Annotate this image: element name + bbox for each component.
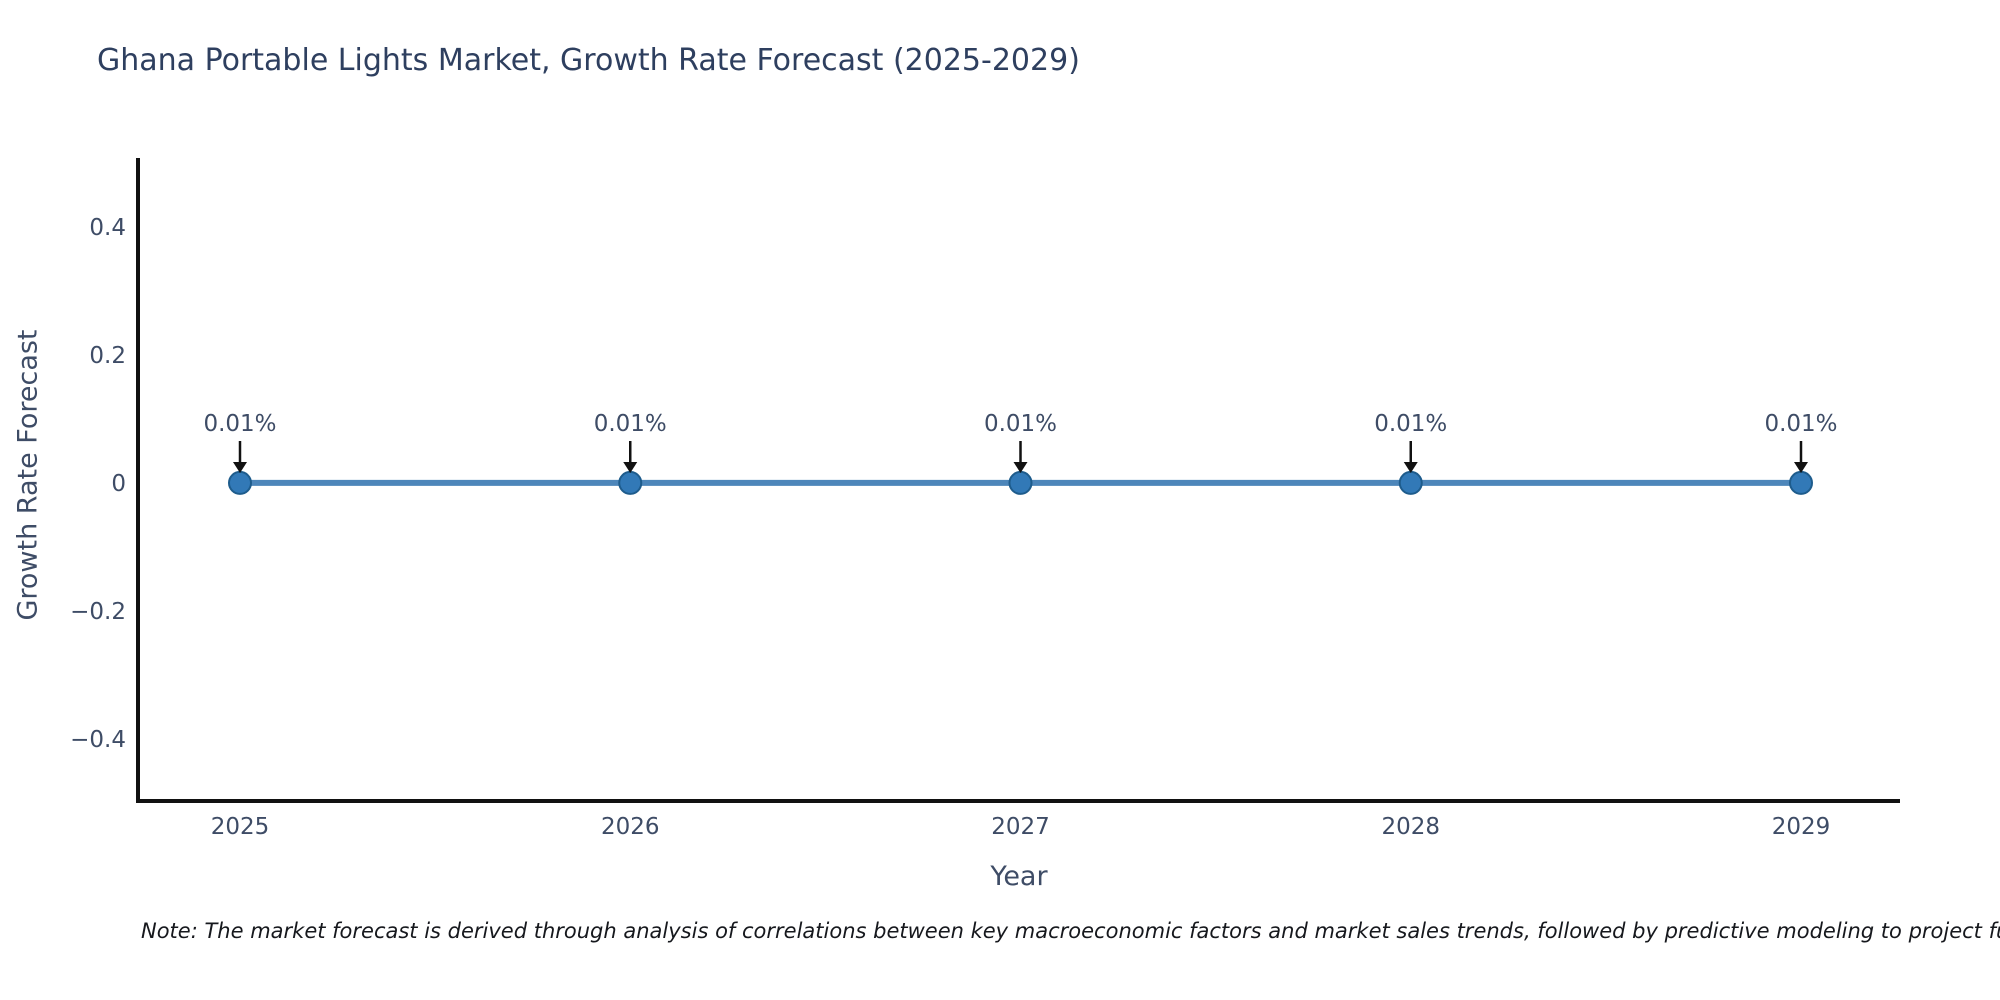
- x-tick-label: 2025: [211, 814, 270, 840]
- data-point-marker: [1398, 470, 1423, 495]
- annotation-label: 0.01%: [984, 411, 1057, 437]
- annotation-label: 0.01%: [1374, 411, 1447, 437]
- x-tick-label: 2027: [991, 814, 1050, 840]
- annotation-arrow-head: [623, 462, 638, 473]
- y-tick-label: −0.2: [70, 599, 126, 625]
- data-point-marker: [1008, 470, 1033, 495]
- chart-title: Ghana Portable Lights Market, Growth Rat…: [97, 43, 1080, 78]
- y-tick-label: 0.2: [89, 343, 126, 369]
- y-tick-label: −0.4: [70, 727, 126, 753]
- footnote: Note: The market forecast is derived thr…: [141, 919, 2000, 943]
- x-tick-label: 2029: [1772, 814, 1831, 840]
- annotation-label: 0.01%: [203, 411, 276, 437]
- annotation-arrow-head: [233, 462, 247, 473]
- data-point-marker: [1789, 470, 1813, 495]
- data-point-marker: [618, 470, 643, 495]
- annotation-label: 0.01%: [1764, 411, 1837, 437]
- x-axis-label: Year: [990, 861, 1048, 892]
- annotation-arrow-head: [1403, 462, 1418, 473]
- annotation-label: 0.01%: [594, 411, 667, 437]
- y-tick-label: 0: [111, 471, 126, 497]
- x-tick-label: 2026: [601, 814, 660, 840]
- annotation-arrow-head: [1013, 462, 1028, 473]
- x-tick-label: 2028: [1381, 814, 1440, 840]
- y-tick-label: 0.4: [89, 215, 126, 241]
- data-point-marker: [228, 470, 252, 495]
- annotation-arrow-head: [1794, 462, 1808, 473]
